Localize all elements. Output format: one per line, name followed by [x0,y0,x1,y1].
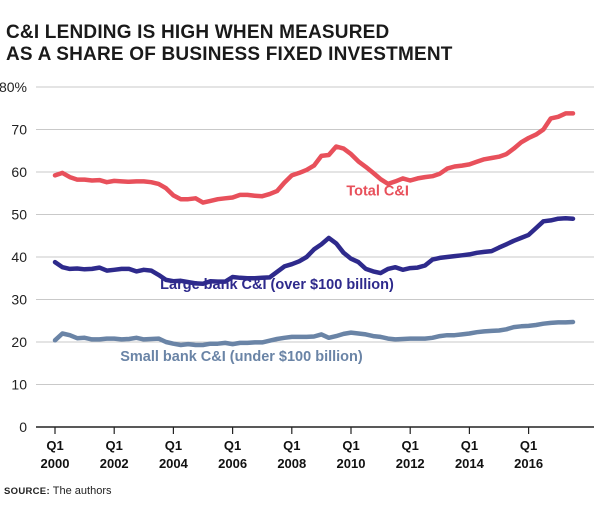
source-note: SOURCE: The authors [4,485,111,497]
y-axis-ticks: 0 10 20 30 40 50 60 70 80% [0,79,27,435]
chart-title: C&I LENDING IS HIGH WHEN MEASURED AS A S… [6,22,453,66]
x-tick-quarter: Q1 [165,438,182,453]
series-label-3: Small bank C&I (under $100 billion) [120,349,363,365]
x-tick-year: 2004 [159,456,189,471]
x-tick-quarter: Q1 [224,438,241,453]
y-tick-label: 70 [11,122,27,138]
x-tick-year: 2006 [218,456,247,471]
y-tick-label: 80% [0,79,27,95]
x-tick-quarter: Q1 [283,438,300,453]
x-tick-year: 2010 [337,456,366,471]
x-tick-quarter: Q1 [402,438,419,453]
x-tick-year: 2014 [455,456,485,471]
series-label-2: Large bank C&I (over $100 billion) [160,277,394,293]
series-label-1: Total C&I [346,183,409,199]
series-line-2 [52,216,576,287]
series-line-1 [52,111,576,205]
series-line-3 [52,319,576,348]
y-tick-label: 50 [11,207,27,223]
x-tick-quarter: Q1 [46,438,63,453]
series-lines [52,111,576,348]
x-tick-year: 2002 [100,456,129,471]
x-tick-year: 2012 [396,456,425,471]
y-tick-label: 10 [11,377,27,393]
gridlines [36,86,594,428]
chart-title-line-2: AS A SHARE OF BUSINESS FIXED INVESTMENT [6,44,453,65]
x-tick-quarter: Q1 [461,438,478,453]
x-tick-quarter: Q1 [106,438,123,453]
x-tick-year: 2016 [514,456,543,471]
x-axis-ticks: Q1 2000 Q1 2002 Q1 2004 Q1 2006 Q1 2008 Q1 2010 Q1 20… [41,427,543,471]
x-tick-year: 2000 [41,456,70,471]
y-tick-label: 40 [11,249,27,265]
source-label: SOURCE: [4,486,50,497]
y-tick-label: 20 [11,334,27,350]
y-tick-label: 0 [19,419,27,435]
y-tick-label: 60 [11,164,27,180]
x-tick-year: 2008 [277,456,306,471]
y-tick-label: 30 [11,292,27,308]
x-tick-quarter: Q1 [520,438,537,453]
chart-title-line-1: C&I LENDING IS HIGH WHEN MEASURED [6,22,390,43]
x-tick-quarter: Q1 [342,438,359,453]
source-text: The authors [52,485,112,497]
series-labels: Total C&I Large bank C&I (over $100 billi… [120,183,409,365]
